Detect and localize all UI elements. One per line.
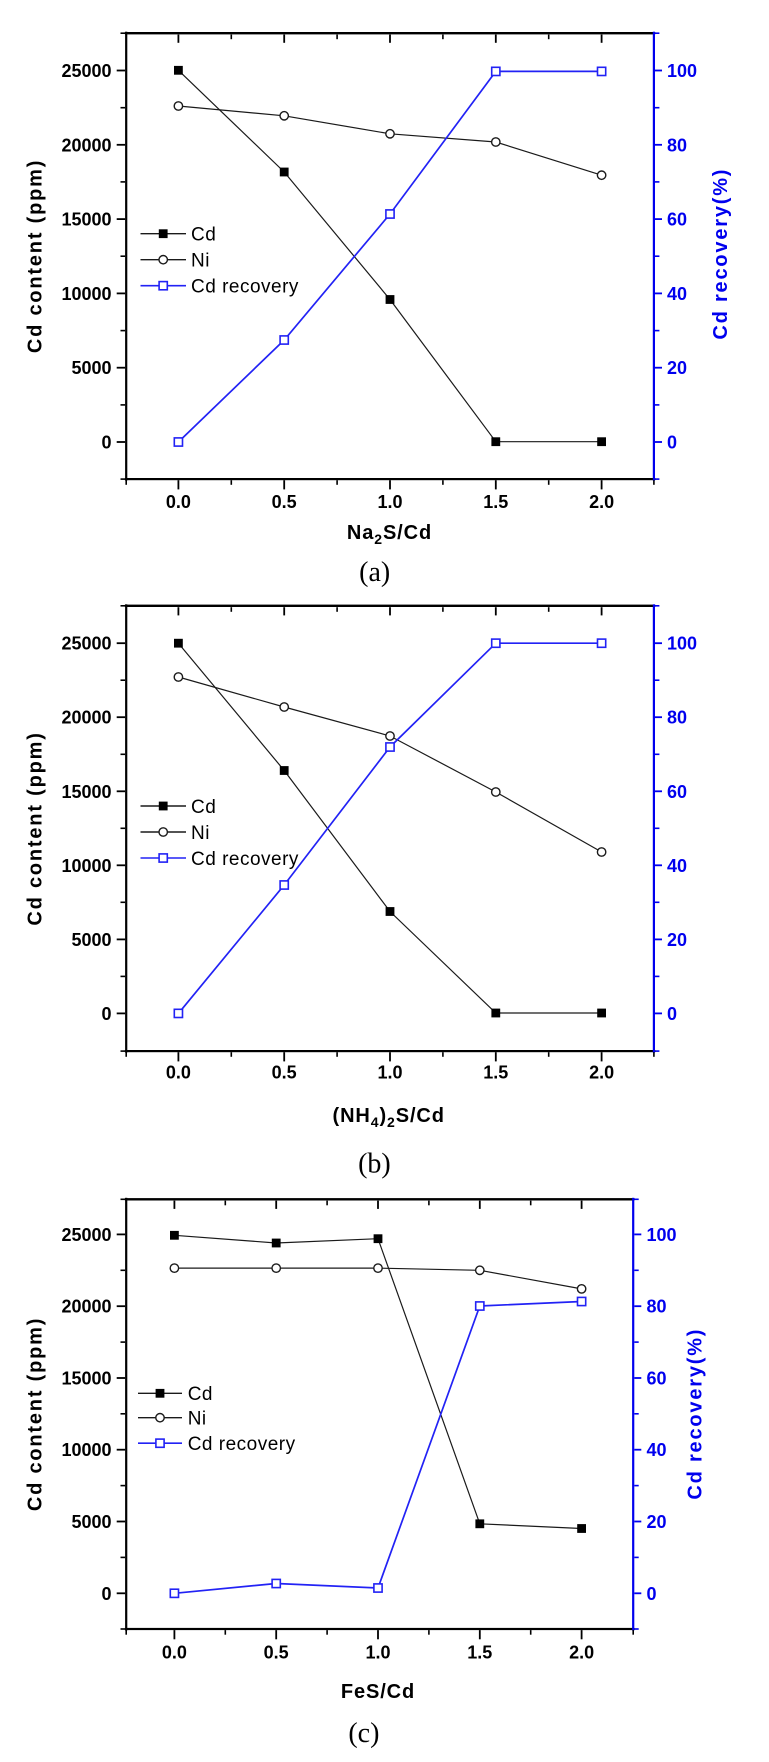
svg-text:20000: 20000 xyxy=(61,708,111,728)
svg-text:20: 20 xyxy=(667,358,687,378)
svg-text:60: 60 xyxy=(647,1369,667,1389)
svg-text:(a): (a) xyxy=(359,557,390,588)
svg-text:0: 0 xyxy=(647,1584,657,1604)
svg-text:20: 20 xyxy=(647,1512,667,1532)
svg-text:15000: 15000 xyxy=(61,210,111,230)
svg-text:Cd content (ppm): Cd content (ppm) xyxy=(25,1317,47,1511)
svg-text:Cd recovery(%): Cd recovery(%) xyxy=(710,168,732,340)
svg-text:Cd content (ppm): Cd content (ppm) xyxy=(25,731,47,925)
svg-text:Cd: Cd xyxy=(191,225,216,246)
svg-text:0: 0 xyxy=(101,1004,111,1024)
svg-text:2.0: 2.0 xyxy=(589,1062,614,1082)
svg-text:Cd recovery(%): Cd recovery(%) xyxy=(685,1328,707,1500)
svg-text:0.0: 0.0 xyxy=(166,492,191,512)
svg-text:1.0: 1.0 xyxy=(377,1062,402,1082)
svg-text:100: 100 xyxy=(667,634,697,654)
svg-text:1.0: 1.0 xyxy=(377,492,402,512)
svg-text:0.5: 0.5 xyxy=(272,1062,297,1082)
svg-text:Ni: Ni xyxy=(188,1409,207,1430)
svg-text:0.0: 0.0 xyxy=(162,1642,187,1662)
svg-text:Cd recovery: Cd recovery xyxy=(191,849,299,870)
svg-text:5000: 5000 xyxy=(71,930,111,950)
svg-text:1.0: 1.0 xyxy=(365,1642,390,1662)
svg-text:Cd recovery: Cd recovery xyxy=(188,1434,296,1455)
svg-text:25000: 25000 xyxy=(61,1225,111,1245)
svg-text:5000: 5000 xyxy=(71,358,111,378)
svg-text:Ni: Ni xyxy=(191,251,210,272)
svg-text:100: 100 xyxy=(647,1225,677,1245)
svg-text:25000: 25000 xyxy=(61,634,111,654)
svg-text:1.5: 1.5 xyxy=(483,492,508,512)
svg-text:Cd recovery: Cd recovery xyxy=(191,277,299,298)
svg-text:0.0: 0.0 xyxy=(166,1062,191,1082)
svg-text:1.5: 1.5 xyxy=(467,1642,492,1662)
svg-text:10000: 10000 xyxy=(61,856,111,876)
svg-text:15000: 15000 xyxy=(61,782,111,802)
svg-text:40: 40 xyxy=(667,284,687,304)
svg-text:Cd content (ppm): Cd content (ppm) xyxy=(25,159,47,353)
svg-text:10000: 10000 xyxy=(61,1440,111,1460)
svg-text:80: 80 xyxy=(667,135,687,155)
svg-text:2.0: 2.0 xyxy=(569,1642,594,1662)
svg-text:Ni: Ni xyxy=(191,823,210,844)
svg-text:0: 0 xyxy=(667,1004,677,1024)
svg-text:0: 0 xyxy=(101,433,111,453)
svg-text:Na2​S/Cd: Na2​S/Cd xyxy=(347,522,432,547)
svg-text:Cd: Cd xyxy=(188,1384,213,1405)
svg-text:60: 60 xyxy=(667,210,687,230)
svg-text:100: 100 xyxy=(667,61,697,81)
svg-text:20000: 20000 xyxy=(61,1297,111,1317)
svg-text:80: 80 xyxy=(667,708,687,728)
svg-text:10000: 10000 xyxy=(61,284,111,304)
svg-text:20000: 20000 xyxy=(61,135,111,155)
svg-text:FeS/Cd: FeS/Cd xyxy=(341,1681,415,1703)
svg-text:0: 0 xyxy=(101,1584,111,1604)
svg-text:(c): (c) xyxy=(348,1718,379,1749)
svg-text:0.5: 0.5 xyxy=(272,492,297,512)
svg-text:1.5: 1.5 xyxy=(483,1062,508,1082)
svg-text:40: 40 xyxy=(647,1440,667,1460)
svg-text:(b): (b) xyxy=(358,1149,391,1180)
svg-text:5000: 5000 xyxy=(71,1512,111,1532)
svg-text:2.0: 2.0 xyxy=(589,492,614,512)
svg-text:15000: 15000 xyxy=(61,1369,111,1389)
svg-text:80: 80 xyxy=(647,1297,667,1317)
svg-text:0.5: 0.5 xyxy=(264,1642,289,1662)
svg-text:25000: 25000 xyxy=(61,61,111,81)
svg-text:60: 60 xyxy=(667,782,687,802)
svg-text:20: 20 xyxy=(667,930,687,950)
svg-text:40: 40 xyxy=(667,856,687,876)
svg-text:Cd: Cd xyxy=(191,797,216,818)
svg-text:0: 0 xyxy=(667,433,677,453)
